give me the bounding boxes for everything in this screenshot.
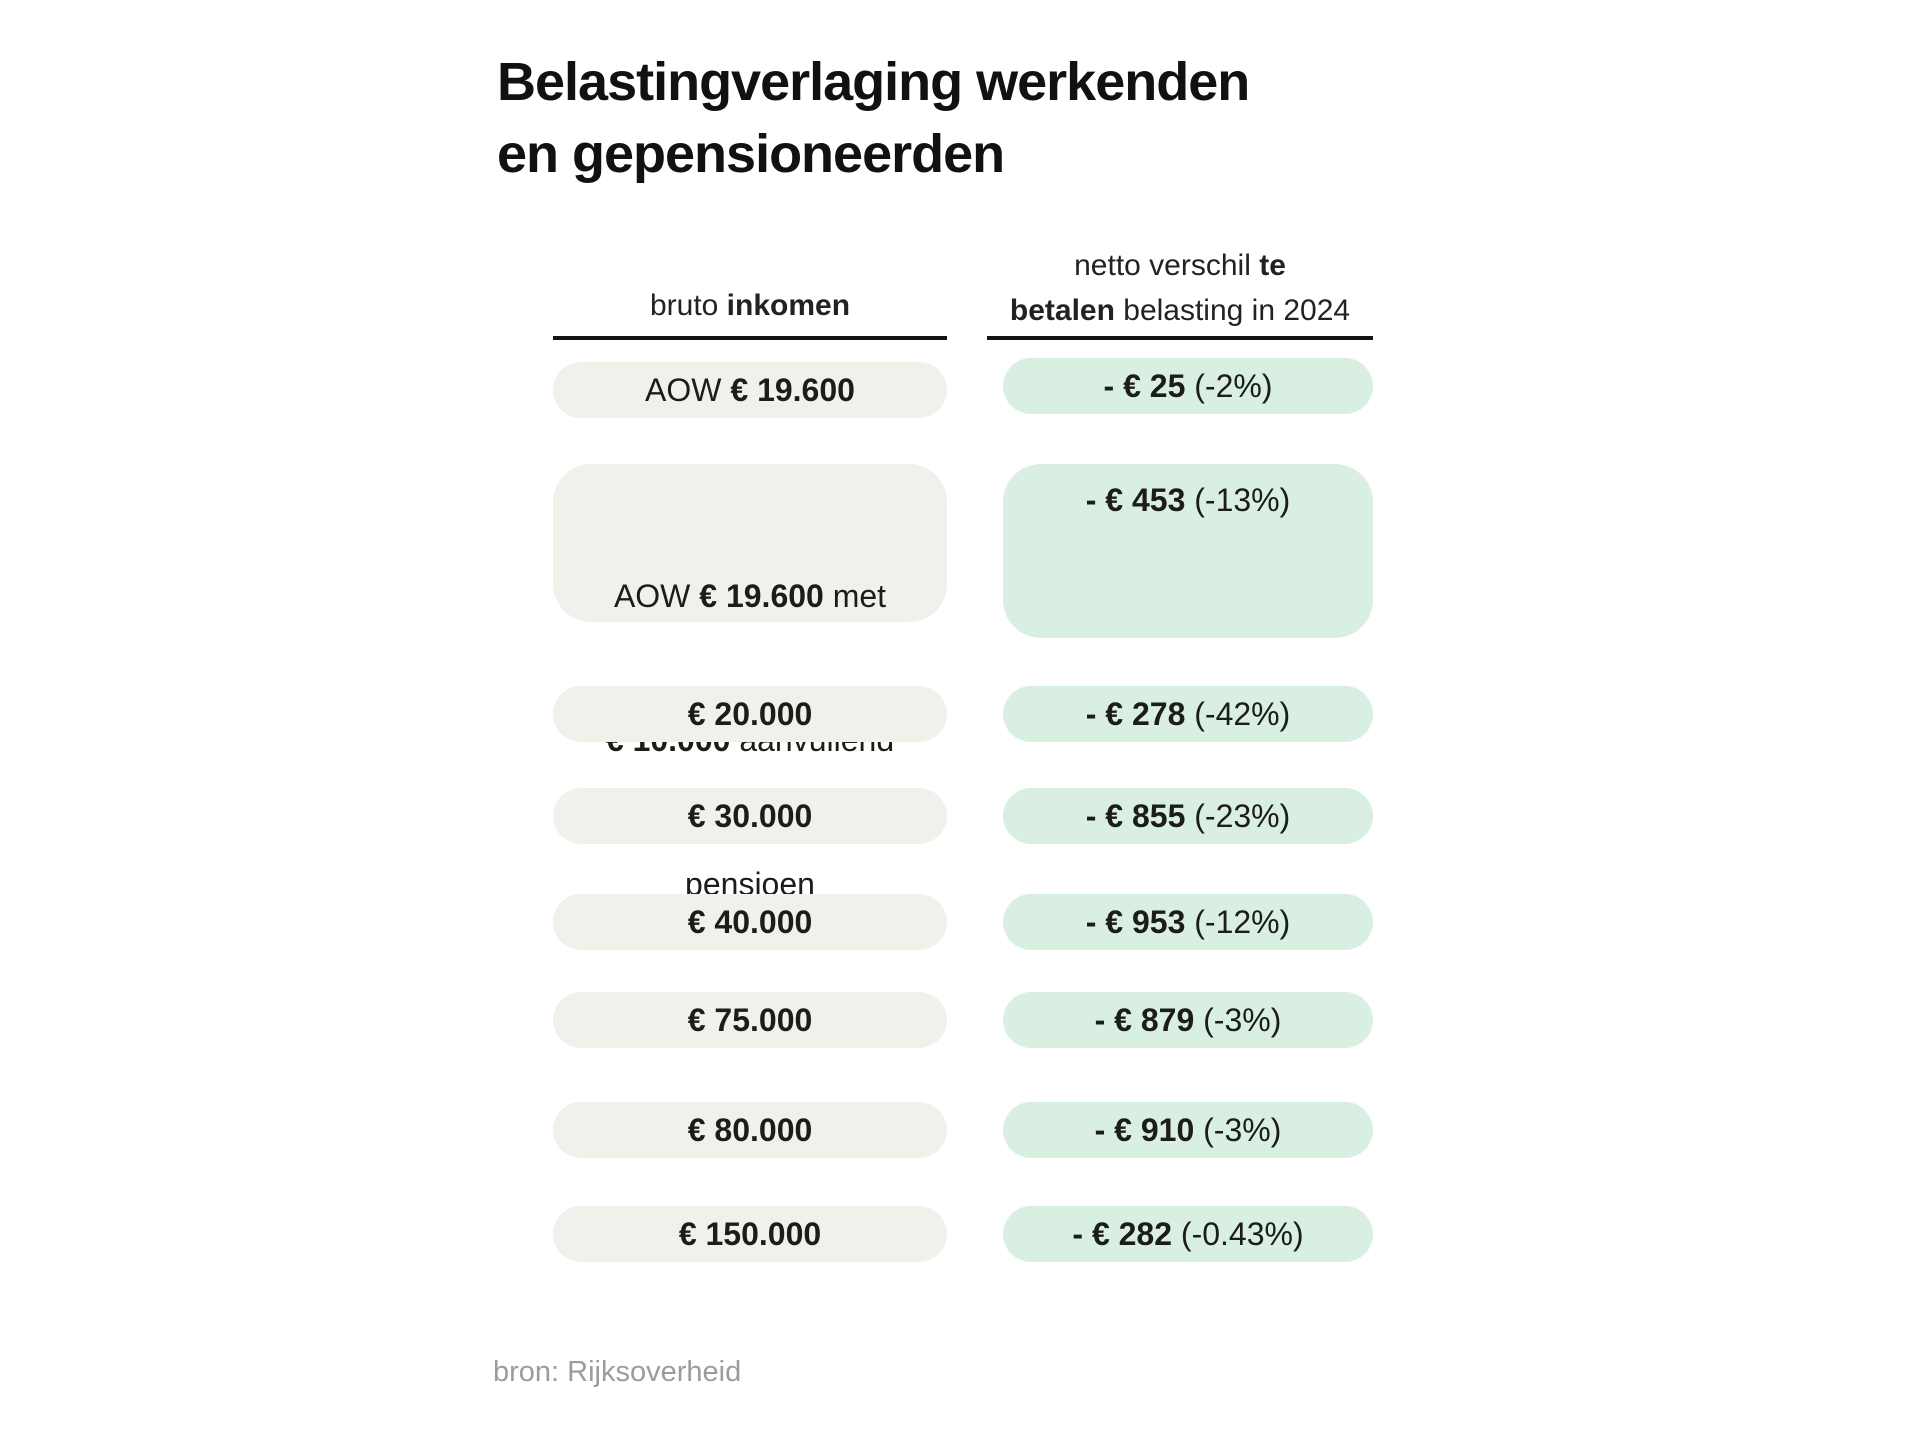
difference-row8-pct: (-0.43%) (1172, 1215, 1304, 1252)
income-pill-row8: € 150.000 (553, 1206, 947, 1262)
difference-header-underline (987, 336, 1373, 340)
chart-title-line1: Belastingverlaging werkenden (497, 52, 1250, 112)
chart-title: Belastingverlaging werkenden en gepensio… (497, 46, 1250, 190)
difference-row4-value: - € 855 (1085, 797, 1186, 834)
difference-row1-pct: (-2%) (1185, 367, 1273, 404)
difference-pill-row7: - € 910 (-3%) (1003, 1102, 1373, 1158)
difference-row3: - € 278 (-42%) (1086, 696, 1291, 733)
difference-row7-pct: (-3%) (1194, 1111, 1282, 1148)
income-row2-line1: AOW € 19.600 met (606, 572, 894, 620)
difference-row3-pct: (-42%) (1185, 695, 1291, 732)
column-header-difference: netto verschil te betalen belasting in 2… (987, 243, 1373, 333)
income-row2-l1-suffix: met (823, 578, 887, 614)
income-row2-l1-prefix: AOW (613, 578, 700, 614)
income-pill-row1: AOW € 19.600 (553, 362, 947, 418)
difference-row2: - € 453 (-13%) (1086, 476, 1291, 524)
difference-header-line1-regular: netto verschil (1074, 249, 1260, 282)
income-row4-value: € 30.000 (687, 797, 813, 834)
difference-row4: - € 855 (-23%) (1086, 798, 1291, 835)
difference-row6-pct: (-3%) (1194, 1001, 1282, 1038)
income-row1-value: € 19.600 (730, 371, 855, 408)
income-pill-row3: € 20.000 (553, 686, 947, 742)
difference-pill-row8: - € 282 (-0.43%) (1003, 1206, 1373, 1262)
difference-row3-value: - € 278 (1085, 695, 1186, 732)
difference-row7-value: - € 910 (1094, 1111, 1195, 1148)
difference-row5-value: - € 953 (1085, 903, 1186, 940)
difference-row1-value: - € 25 (1103, 367, 1186, 404)
difference-row4-pct: (-23%) (1185, 797, 1291, 834)
difference-row2-value: - € 453 (1085, 482, 1186, 518)
difference-row6-value: - € 879 (1094, 1001, 1195, 1038)
source-credit: bron: Rijksoverheid (493, 1356, 742, 1388)
difference-row8: - € 282 (-0.43%) (1072, 1216, 1303, 1253)
difference-header-line2: betalen belasting in 2024 (987, 288, 1373, 333)
difference-pill-row4: - € 855 (-23%) (1003, 788, 1373, 844)
difference-row2-pct: (-13%) (1185, 482, 1291, 518)
income-row1-prefix: AOW (645, 371, 731, 408)
income-row2-l1-bold: € 19.600 (699, 578, 824, 614)
chart-title-line2: en gepensioneerden (497, 124, 1005, 184)
income-header-underline (553, 336, 947, 340)
difference-header-line2-bold: betalen (1009, 294, 1115, 327)
difference-row1: - € 25 (-2%) (1104, 368, 1273, 405)
income-row8-value: € 150.000 (678, 1215, 822, 1252)
difference-header-line2-regular: belasting in 2024 (1114, 294, 1351, 327)
income-header-bold: inkomen (726, 289, 851, 322)
income-row6-value: € 75.000 (687, 1001, 813, 1038)
income-pill-row4: € 30.000 (553, 788, 947, 844)
income-row5-value: € 40.000 (687, 903, 813, 940)
difference-pill-row2: - € 453 (-13%) (1003, 464, 1373, 638)
income-header-regular: bruto (649, 289, 727, 322)
difference-row6: - € 879 (-3%) (1095, 1002, 1282, 1039)
difference-header-line1-bold: te (1259, 249, 1286, 282)
difference-pill-row6: - € 879 (-3%) (1003, 992, 1373, 1048)
difference-row5: - € 953 (-12%) (1086, 904, 1291, 941)
difference-row8-value: - € 282 (1072, 1215, 1173, 1252)
income-row3-value: € 20.000 (687, 695, 813, 732)
income-pill-row6: € 75.000 (553, 992, 947, 1048)
difference-pill-row5: - € 953 (-12%) (1003, 894, 1373, 950)
income-pill-row2: AOW € 19.600 met € 10.000 aanvullend pen… (553, 464, 947, 902)
income-row7-value: € 80.000 (687, 1111, 813, 1148)
column-header-income: bruto inkomen (553, 288, 947, 324)
difference-header-line1: netto verschil te (987, 243, 1373, 288)
income-pill-row7: € 80.000 (553, 1102, 947, 1158)
difference-row5-pct: (-12%) (1185, 903, 1291, 940)
difference-row7: - € 910 (-3%) (1095, 1112, 1282, 1149)
difference-pill-row1: - € 25 (-2%) (1003, 358, 1373, 414)
income-pill-row5: € 40.000 (553, 894, 947, 950)
difference-pill-row3: - € 278 (-42%) (1003, 686, 1373, 742)
